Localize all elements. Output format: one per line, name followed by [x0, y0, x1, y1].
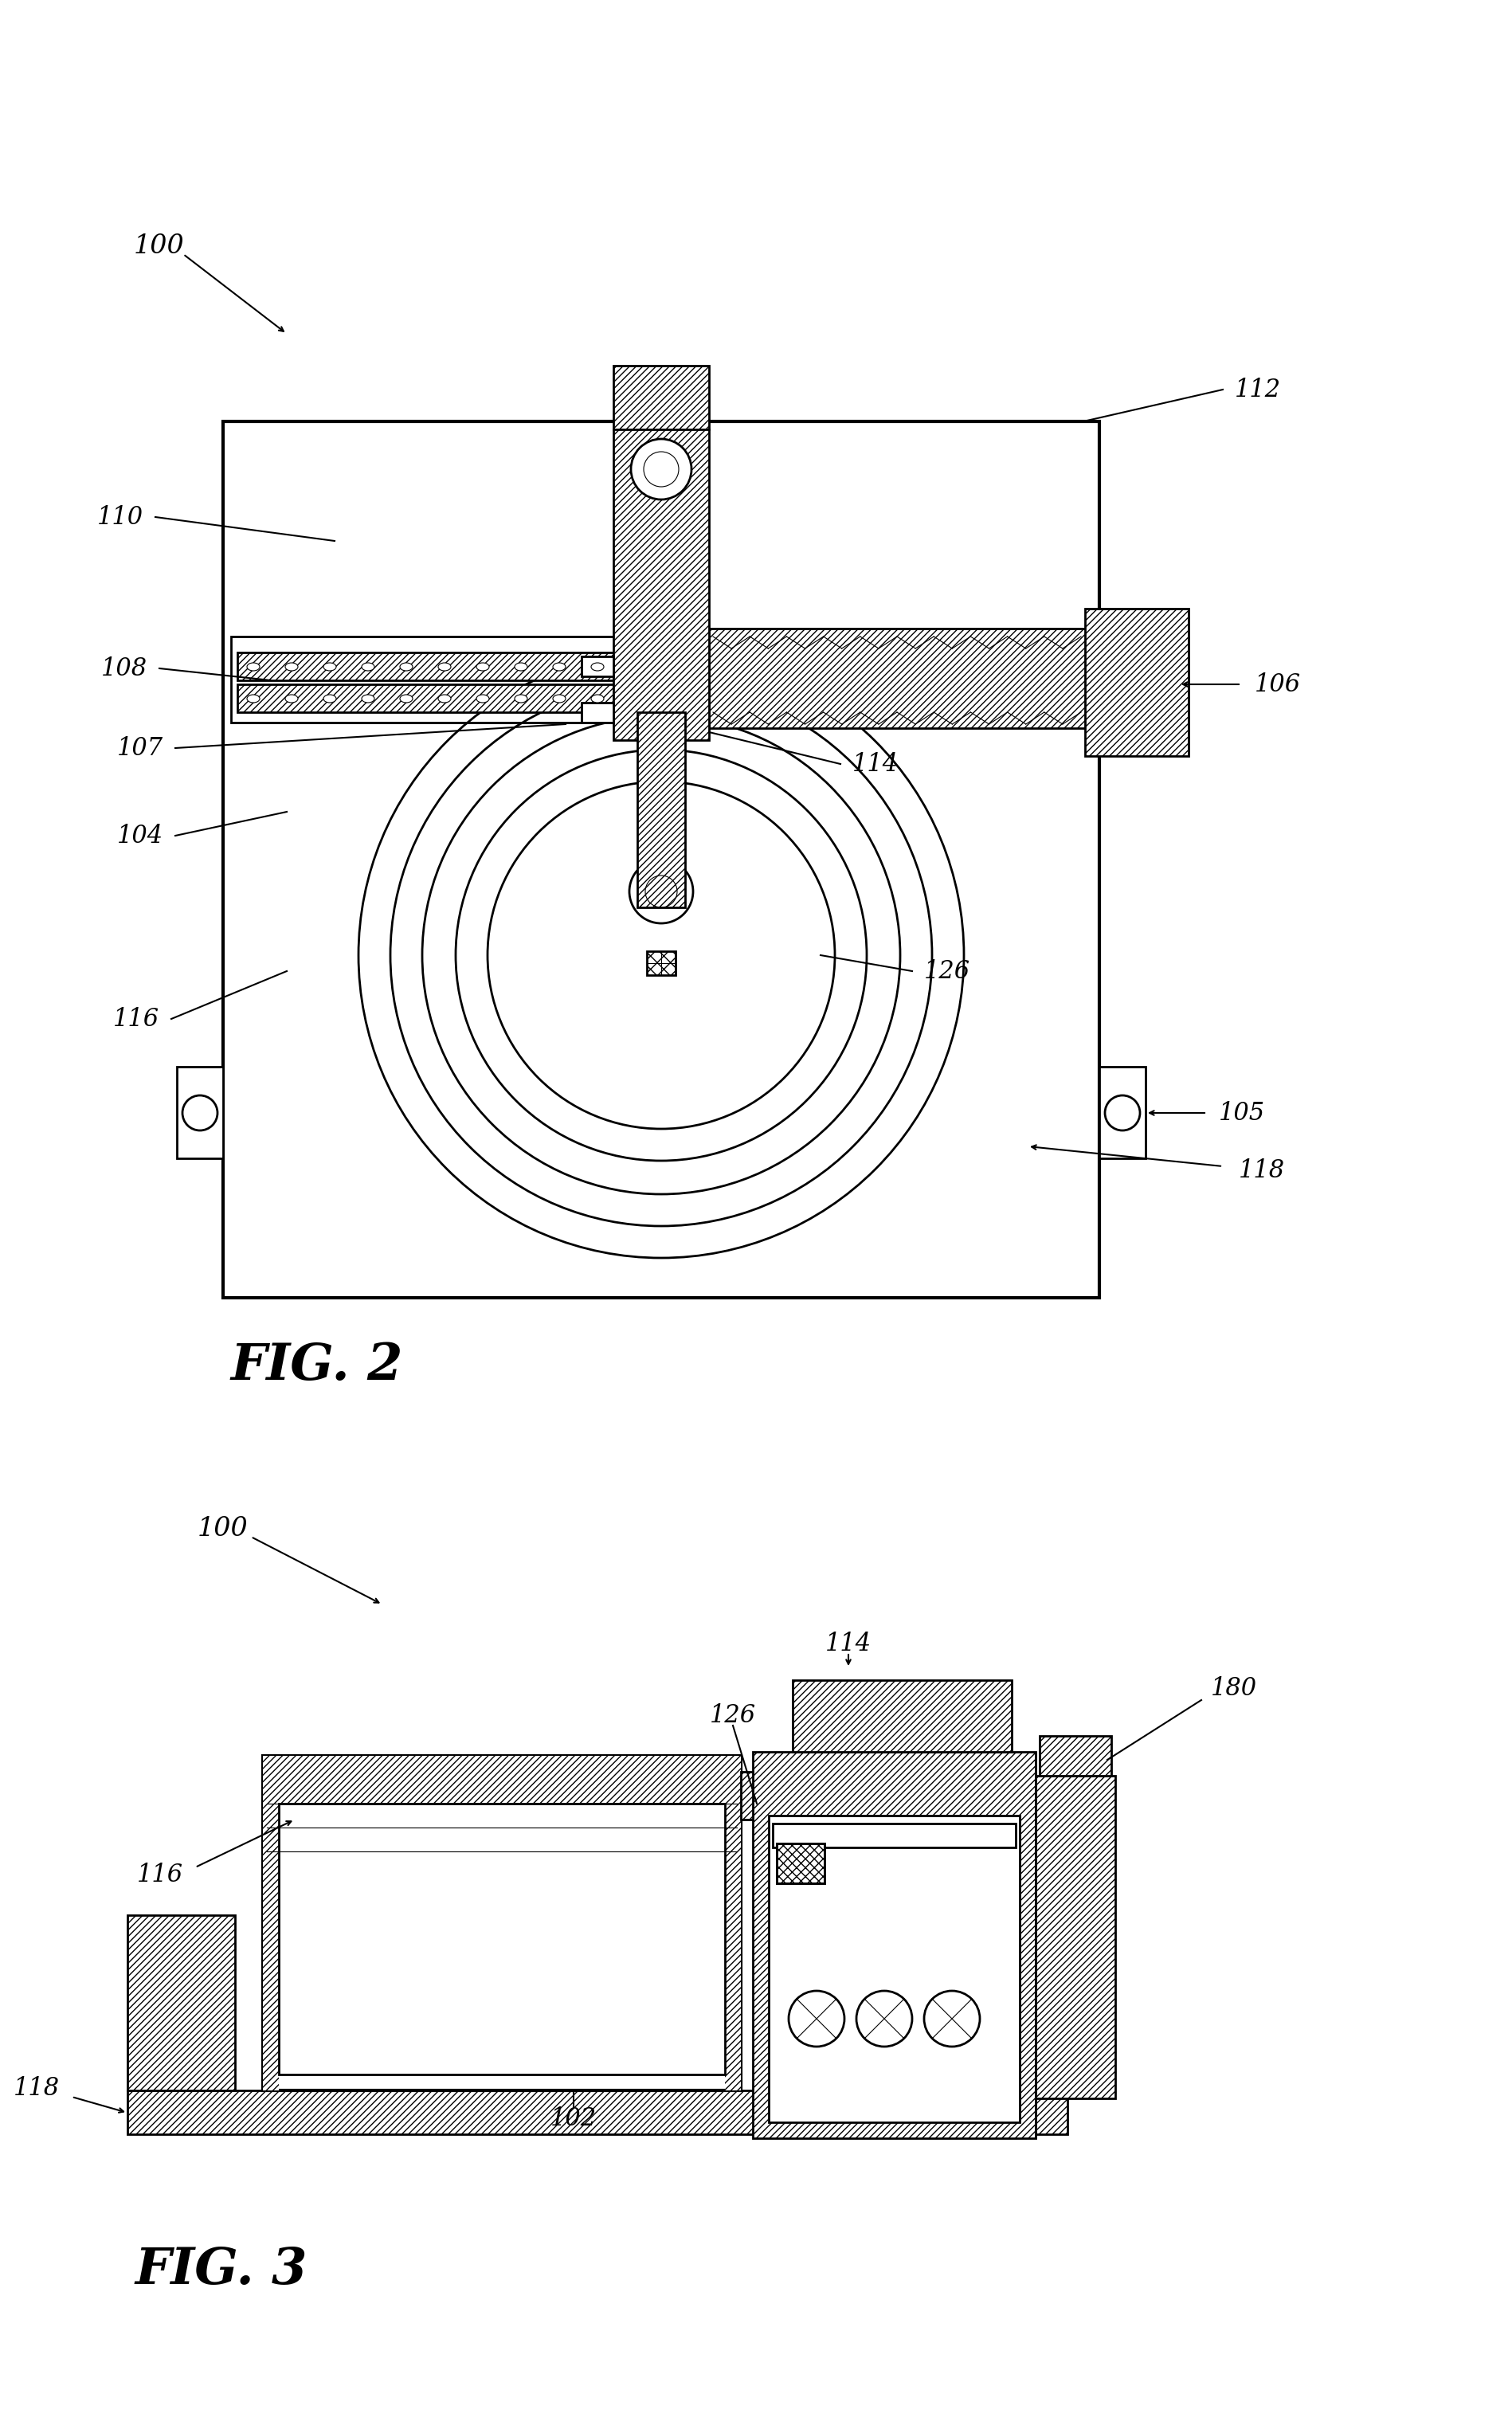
Text: 106: 106	[1253, 673, 1300, 697]
Ellipse shape	[476, 663, 488, 670]
Text: 107: 107	[116, 736, 163, 760]
Ellipse shape	[399, 663, 413, 670]
Bar	[222, 420, 1099, 1297]
Bar	[1099, 1066, 1145, 1159]
Bar	[753, 1751, 1036, 2138]
Bar	[773, 1824, 1015, 1848]
Bar	[231, 636, 626, 721]
Text: 112: 112	[1234, 376, 1281, 401]
Ellipse shape	[286, 695, 298, 702]
Text: 108: 108	[101, 656, 147, 680]
Bar	[1036, 1776, 1114, 2099]
Bar	[1039, 1737, 1111, 1776]
Ellipse shape	[361, 695, 373, 702]
Text: 100: 100	[135, 233, 184, 260]
Text: FIG. 2: FIG. 2	[231, 1341, 404, 1389]
Bar	[127, 2091, 1067, 2135]
Bar	[263, 1756, 278, 2091]
Ellipse shape	[514, 695, 528, 702]
Text: 126: 126	[924, 959, 969, 984]
Circle shape	[631, 440, 691, 500]
Ellipse shape	[361, 663, 373, 670]
Bar	[263, 1756, 741, 2091]
Circle shape	[924, 1992, 980, 2048]
Text: 100: 100	[198, 1516, 248, 1542]
Bar	[278, 1805, 724, 2074]
Bar	[581, 702, 612, 721]
Bar	[127, 1914, 234, 2091]
Ellipse shape	[514, 663, 528, 670]
Text: 116: 116	[113, 1006, 159, 1032]
Text: 180: 180	[1210, 1676, 1256, 1700]
Ellipse shape	[324, 695, 336, 702]
Text: FIG. 3: FIG. 3	[136, 2247, 308, 2295]
Bar	[237, 685, 612, 712]
Circle shape	[629, 860, 692, 923]
Circle shape	[1104, 1095, 1140, 1129]
Bar	[741, 1771, 753, 1819]
Ellipse shape	[438, 695, 451, 702]
Bar	[768, 1814, 1019, 2123]
Ellipse shape	[438, 663, 451, 670]
Bar	[581, 656, 612, 675]
Bar	[776, 1844, 824, 1882]
Ellipse shape	[552, 663, 565, 670]
Bar	[612, 367, 709, 430]
Bar	[637, 712, 685, 908]
Ellipse shape	[246, 663, 260, 670]
Bar	[647, 952, 676, 974]
Circle shape	[183, 1095, 218, 1129]
Text: 118: 118	[1238, 1159, 1284, 1183]
Ellipse shape	[591, 663, 603, 670]
Bar	[709, 629, 1131, 729]
Ellipse shape	[476, 695, 488, 702]
Bar	[263, 1756, 741, 1805]
Text: 102: 102	[550, 2106, 596, 2130]
Text: 126: 126	[709, 1703, 756, 1729]
Bar	[792, 1681, 1012, 1751]
Bar	[776, 1844, 824, 1882]
Text: 116: 116	[138, 1863, 183, 1887]
Text: 114: 114	[851, 751, 898, 777]
Ellipse shape	[399, 695, 413, 702]
Text: 105: 105	[1219, 1100, 1264, 1125]
Ellipse shape	[246, 695, 260, 702]
Circle shape	[788, 1992, 844, 2048]
Text: 118: 118	[14, 2077, 59, 2101]
Bar	[724, 1756, 741, 2091]
Text: 104: 104	[116, 823, 163, 848]
Ellipse shape	[591, 695, 603, 702]
Text: 114: 114	[826, 1632, 871, 1657]
Text: 110: 110	[97, 505, 144, 530]
Circle shape	[856, 1992, 912, 2048]
Bar	[1084, 610, 1188, 755]
Ellipse shape	[286, 663, 298, 670]
Ellipse shape	[552, 695, 565, 702]
Bar	[177, 1066, 222, 1159]
Bar	[612, 430, 709, 741]
Bar	[237, 653, 612, 680]
Ellipse shape	[324, 663, 336, 670]
